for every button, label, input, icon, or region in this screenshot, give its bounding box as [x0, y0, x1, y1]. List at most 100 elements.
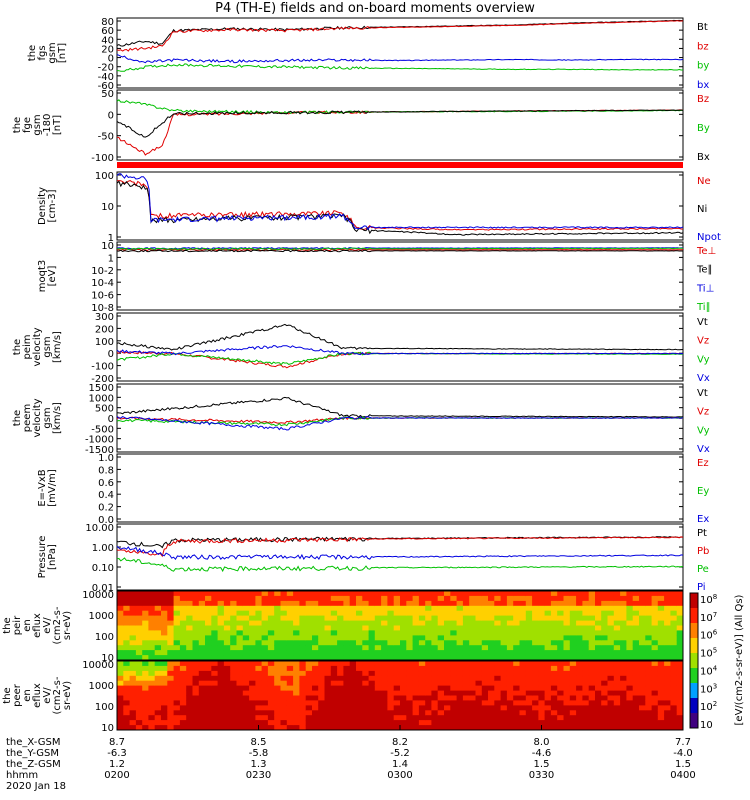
heat-cell [620, 645, 627, 651]
heat-cell [418, 675, 426, 682]
heat-cell [488, 695, 495, 701]
heat-cell [469, 690, 476, 696]
heat-cell [645, 635, 653, 641]
heat-cell [255, 620, 263, 626]
heat-cell [425, 650, 432, 656]
ylabel-peer_en_eflux-4: eV/ [42, 687, 53, 704]
heat-cell [312, 650, 319, 656]
heat-cell [437, 655, 445, 661]
heat-cell [475, 625, 483, 631]
heat-cell [343, 625, 351, 631]
heat-cell [223, 655, 231, 661]
heat-cell [374, 680, 382, 687]
heat-cell [179, 675, 187, 682]
heat-cell [179, 705, 187, 711]
heat-cell [418, 630, 426, 636]
heat-cell [431, 661, 439, 667]
heat-cell [255, 685, 263, 691]
heat-cell [444, 680, 451, 687]
heat-cell [349, 661, 357, 667]
heat-cell [337, 705, 344, 711]
heat-cell [607, 725, 615, 731]
heat-cell [450, 710, 458, 716]
heat-cell [217, 665, 225, 672]
heat-cell [525, 670, 533, 677]
heat-cell [639, 670, 646, 677]
heat-cell [192, 635, 200, 641]
heat-cell [632, 680, 640, 687]
heat-cell [550, 661, 558, 667]
heat-cell [620, 655, 627, 661]
heat-cell [519, 680, 527, 687]
heat-cell [223, 620, 231, 626]
heat-cell [588, 650, 596, 656]
heat-cell [475, 600, 483, 607]
heat-cell [161, 675, 168, 682]
heat-cell [525, 640, 533, 646]
heat-cell [356, 630, 363, 636]
heat-cell [550, 635, 558, 641]
heat-cell [368, 650, 376, 656]
heat-cell [569, 640, 577, 646]
heat-cell [123, 720, 131, 726]
heat-cell [349, 650, 357, 656]
heat-cell [337, 595, 344, 602]
heat-cell [406, 635, 414, 641]
heat-cell [626, 595, 634, 602]
heat-cell [192, 685, 200, 691]
heat-cell [645, 615, 653, 621]
heat-cell [387, 645, 395, 651]
heat-cell [462, 661, 470, 667]
heat-cell [613, 620, 621, 626]
ylabel-peir_en_eflux-0: the [2, 617, 13, 633]
heat-cell [601, 640, 608, 646]
heat-cell [267, 615, 275, 621]
heat-cell [469, 600, 476, 607]
heat-cell [450, 635, 458, 641]
heat-cell [488, 615, 495, 621]
heat-cell [481, 725, 489, 731]
heat-cell [657, 675, 665, 682]
heat-cell [595, 640, 602, 646]
heat-cell [230, 635, 237, 641]
heat-cell [280, 605, 288, 612]
heat-cell [400, 640, 407, 646]
heat-cell [576, 625, 583, 631]
ytick-fge_gsm-2: -50 [98, 132, 114, 143]
heat-cell [488, 705, 495, 711]
heat-cell [230, 625, 237, 631]
heat-cell [506, 685, 514, 691]
heat-cell [588, 695, 596, 701]
ylabel-peir_en_eflux-4: eV/ [42, 617, 53, 634]
heat-cell [588, 655, 596, 661]
heat-cell [167, 591, 175, 597]
heat-cell [393, 620, 401, 626]
heat-cell [255, 625, 263, 631]
heat-cell [400, 710, 407, 716]
heat-cell [343, 655, 351, 661]
heat-cell [418, 595, 426, 602]
heat-cell [588, 675, 596, 682]
heat-cell [318, 605, 325, 612]
heat-cell [488, 610, 495, 617]
heat-cell [362, 610, 370, 617]
heat-cell [324, 670, 332, 677]
heat-cell [532, 725, 539, 731]
heat-cell [148, 700, 156, 706]
heat-cell [488, 655, 495, 661]
heat-cell [582, 615, 590, 621]
colorbar-label: [eV/(cm2-s-sr-eV)] (All Qs) [734, 594, 745, 725]
heat-cell [186, 640, 193, 646]
heat-cell [280, 620, 288, 626]
heat-cell [324, 661, 332, 667]
heat-cell [211, 720, 219, 726]
heat-cell [550, 695, 558, 701]
heat-cell [173, 625, 181, 631]
heat-cell [444, 720, 451, 726]
heat-cell [305, 610, 313, 617]
heat-cell [249, 670, 256, 677]
heat-cell [513, 620, 520, 626]
heat-cell [488, 670, 495, 677]
ytick-fgs_gsm-5: -20 [98, 63, 114, 74]
heat-cell [462, 710, 470, 716]
